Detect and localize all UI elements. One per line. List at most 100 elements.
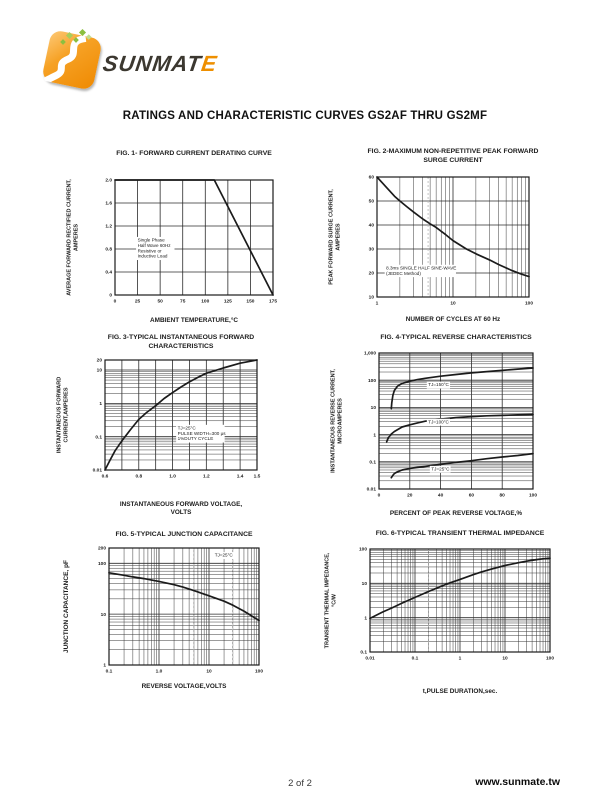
chart-annotation: TJ=150°C [428, 382, 449, 387]
fig4-reverse-characteristics: FIG. 4-TYPICAL REVERSE CHARACTERISTICS T… [324, 334, 555, 518]
y-axis-label: INSTANTANEOUS FORWARD [57, 377, 63, 453]
fig2-xlabel: NUMBER OF CYCLES AT 60 Hz [405, 316, 501, 323]
x-tick-label: 175 [269, 298, 277, 304]
x-tick-label: 1.5 [254, 474, 261, 480]
chart-annotation: TJ=100°C [428, 419, 449, 424]
x-tick-label: 50 [157, 298, 163, 304]
chart-annotation: Resistive or [138, 248, 162, 253]
chart-annotation: Inductive Load [138, 253, 168, 258]
fig3-forward-characteristics: FIG. 3-TYPICAL INSTANTANEOUS FORWARD CHA… [50, 334, 279, 517]
fig2-peak-surge-current: FIG. 2-MAXIMUM NON-REPETITIVE PEAK FORWA… [322, 148, 551, 324]
chart-annotation: PULSE WIDTH=300 μs [178, 431, 227, 436]
x-tick-label: 25 [135, 298, 141, 304]
y-axis-label: AMPERES [74, 223, 80, 251]
y-tick-label: 0.01 [93, 468, 103, 474]
y-tick-label: 0.4 [105, 269, 112, 275]
y-axis-label: TRANSIENT THERMAL IMPEDANCE, [325, 552, 331, 648]
x-tick-label: 10 [450, 301, 456, 307]
fig5-chart: TJ=25°C 0.1 1.0 10 100 1 10 100 200 JUNCTION CAPA… [63, 546, 263, 675]
y-tick-label: 10 [97, 368, 103, 374]
y-axis-label: AVERAGE FORWARD RECTIFIED CURRENT, [67, 178, 73, 295]
chart-annotation: 8.3ms SINGLE HALF SINE-WAVE [386, 265, 456, 270]
x-tick-label: 150 [246, 298, 254, 304]
y-tick-label: 60 [369, 175, 375, 181]
logo-s-swoosh [43, 34, 87, 85]
y-tick-label: 100 [368, 378, 376, 384]
x-tick-label: 1 [459, 656, 462, 662]
y-tick-label: 0 [109, 292, 112, 298]
x-tick-label: 1 [376, 301, 379, 307]
chart-annotation: TJ=25°C [215, 553, 234, 558]
x-tick-label: 0.01 [365, 656, 375, 662]
surge-current-curve [376, 176, 530, 278]
y-tick-label: 100 [359, 547, 367, 553]
website-text: www.sunmate.tw [475, 776, 560, 788]
x-tick-label: 1.0 [156, 669, 163, 675]
fig5-xlabel: REVERSE VOLTAGE,VOLTS [141, 683, 227, 690]
fig3-title: FIG. 3-TYPICAL INSTANTANEOUS FORWARD CHA… [107, 334, 255, 350]
x-tick-label: 60 [469, 493, 475, 499]
chart-annotation: (JEDEC Method) [386, 271, 421, 276]
chart-annotation: Half Wave 60Hz [138, 242, 172, 247]
y-tick-label: 20 [97, 358, 103, 364]
fig2-chart: 8.3ms SINGLE HALF SINE-WAVE(JEDEC Method… [329, 175, 534, 307]
x-tick-label: 100 [529, 493, 537, 499]
y-tick-label: 1.6 [105, 200, 112, 206]
y-tick-label: 100 [98, 561, 106, 567]
x-tick-label: 100 [546, 656, 554, 662]
forward-characteristic-curve [104, 359, 258, 471]
y-tick-label: 1 [99, 401, 102, 407]
x-tick-label: 100 [525, 301, 533, 307]
y-tick-label: 50 [369, 199, 375, 205]
x-tick-label: 0 [378, 493, 381, 499]
brand-name-accent: E [199, 51, 219, 76]
fig1-title: FIG. 1- FORWARD CURRENT DERATING CURVE [116, 150, 272, 157]
x-tick-label: 125 [224, 298, 232, 304]
x-tick-label: 100 [201, 298, 209, 304]
y-tick-label: 0.01 [367, 487, 377, 493]
brand-name-main: SUNMAT [101, 51, 204, 76]
x-tick-label: 0.1 [412, 656, 419, 662]
x-tick-label: 0.6 [102, 474, 109, 480]
x-tick-label: 80 [500, 493, 506, 499]
x-tick-label: 10 [206, 669, 212, 675]
x-tick-label: 20 [407, 493, 413, 499]
fig5-title: FIG. 5-TYPICAL JUNCTION CAPACITANCE [115, 531, 253, 538]
fig6-xlabel: t,PULSE DURATION,sec. [422, 688, 498, 695]
y-tick-label: 200 [98, 546, 106, 552]
y-axis-label: JUNCTION CAPACITANCE, pF [63, 560, 70, 653]
fig2-title: FIG. 2-MAXIMUM NON-REPETITIVE PEAK FORWA… [367, 148, 539, 164]
y-tick-label: 10 [371, 405, 377, 411]
fig4-title: FIG. 4-TYPICAL REVERSE CHARACTERISTICS [380, 334, 532, 341]
y-tick-label: 30 [369, 247, 375, 253]
chart-annotation: TJ=25°C [178, 425, 197, 430]
fig5-junction-capacitance: FIG. 5-TYPICAL JUNCTION CAPACITANCE TJ=2… [54, 531, 281, 691]
x-tick-label: 0.8 [135, 474, 142, 480]
y-axis-label: PEAK FORWARD SURGE CURRENT, [329, 189, 335, 285]
page-title: RATINGS AND CHARACTERISTIC CURVES GS2AF … [122, 110, 488, 122]
y-axis-label: CURRENT,AMPERES [64, 387, 70, 442]
fig1-xlabel: AMBIENT TEMPERATURE,°C [150, 316, 238, 324]
y-axis-label: AMPERES [336, 223, 342, 251]
chart-annotation: TJ=25°C [431, 466, 450, 471]
y-axis-label: MICROAMPERES [338, 398, 344, 444]
y-tick-label: 1 [103, 663, 106, 669]
y-tick-label: 1.2 [105, 223, 112, 229]
fig4-xlabel: PERCENT OF PEAK REVERSE VOLTAGE,% [389, 510, 523, 517]
x-tick-label: 40 [438, 493, 444, 499]
x-tick-label: 1.4 [237, 474, 244, 480]
y-tick-label: 0.1 [369, 460, 376, 466]
fig3-xlabel: INSTANTANEOUS FORWARD VOLTAGE, VOLTS [119, 501, 243, 516]
y-tick-label: 0.8 [105, 246, 112, 252]
x-tick-label: 1.2 [203, 474, 210, 480]
thermal-impedance-curve [369, 557, 551, 620]
page-number: 2 of 2 [288, 778, 312, 789]
y-tick-label: 10 [101, 612, 107, 618]
x-tick-label: 0.1 [106, 669, 113, 675]
junction-capacitance-curve [108, 571, 260, 622]
x-tick-label: 75 [180, 298, 186, 304]
